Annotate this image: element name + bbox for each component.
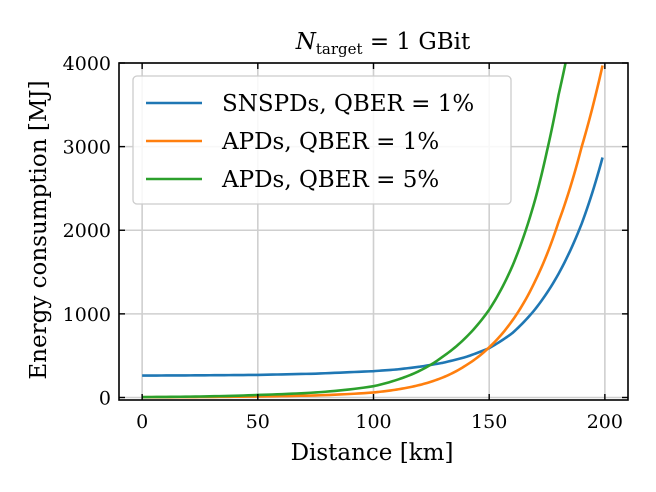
series-line-1	[142, 65, 604, 399]
series-line-2	[142, 63, 567, 399]
title-symbol: N	[295, 29, 317, 55]
x-axis-label: Distance [km]	[291, 440, 454, 466]
legend-label-0: SNSPDs, QBER = 1%	[222, 91, 474, 117]
legend-box	[132, 75, 512, 205]
chart-title: Ntarget = 1 GBit	[295, 29, 471, 58]
series-line-0	[142, 157, 604, 377]
legend: SNSPDs, QBER = 1% APDs, QBER = 1% APDs, QB…	[132, 75, 512, 205]
y-tick-label: 1000	[63, 304, 111, 326]
title-rest: = 1 GBit	[363, 29, 471, 55]
x-tick-label: 50	[246, 411, 270, 433]
y-tick-label: 2000	[63, 220, 111, 242]
x-tick-label: 100	[355, 411, 391, 433]
y-axis-label: Energy consumption [MJ]	[26, 80, 52, 379]
legend-label-1: APDs, QBER = 1%	[221, 129, 439, 155]
x-tick-label: 150	[471, 411, 507, 433]
plot-frame	[118, 62, 629, 401]
y-tick-label: 4000	[63, 53, 111, 75]
x-tick-label: 200	[587, 411, 623, 433]
y-tick-label: 0	[99, 387, 111, 409]
y-tick-label: 3000	[63, 137, 111, 159]
x-tick-label: 0	[136, 411, 148, 433]
title-subscript: target	[316, 40, 363, 58]
series-lines	[142, 63, 604, 399]
legend-label-2: APDs, QBER = 5%	[221, 167, 439, 193]
